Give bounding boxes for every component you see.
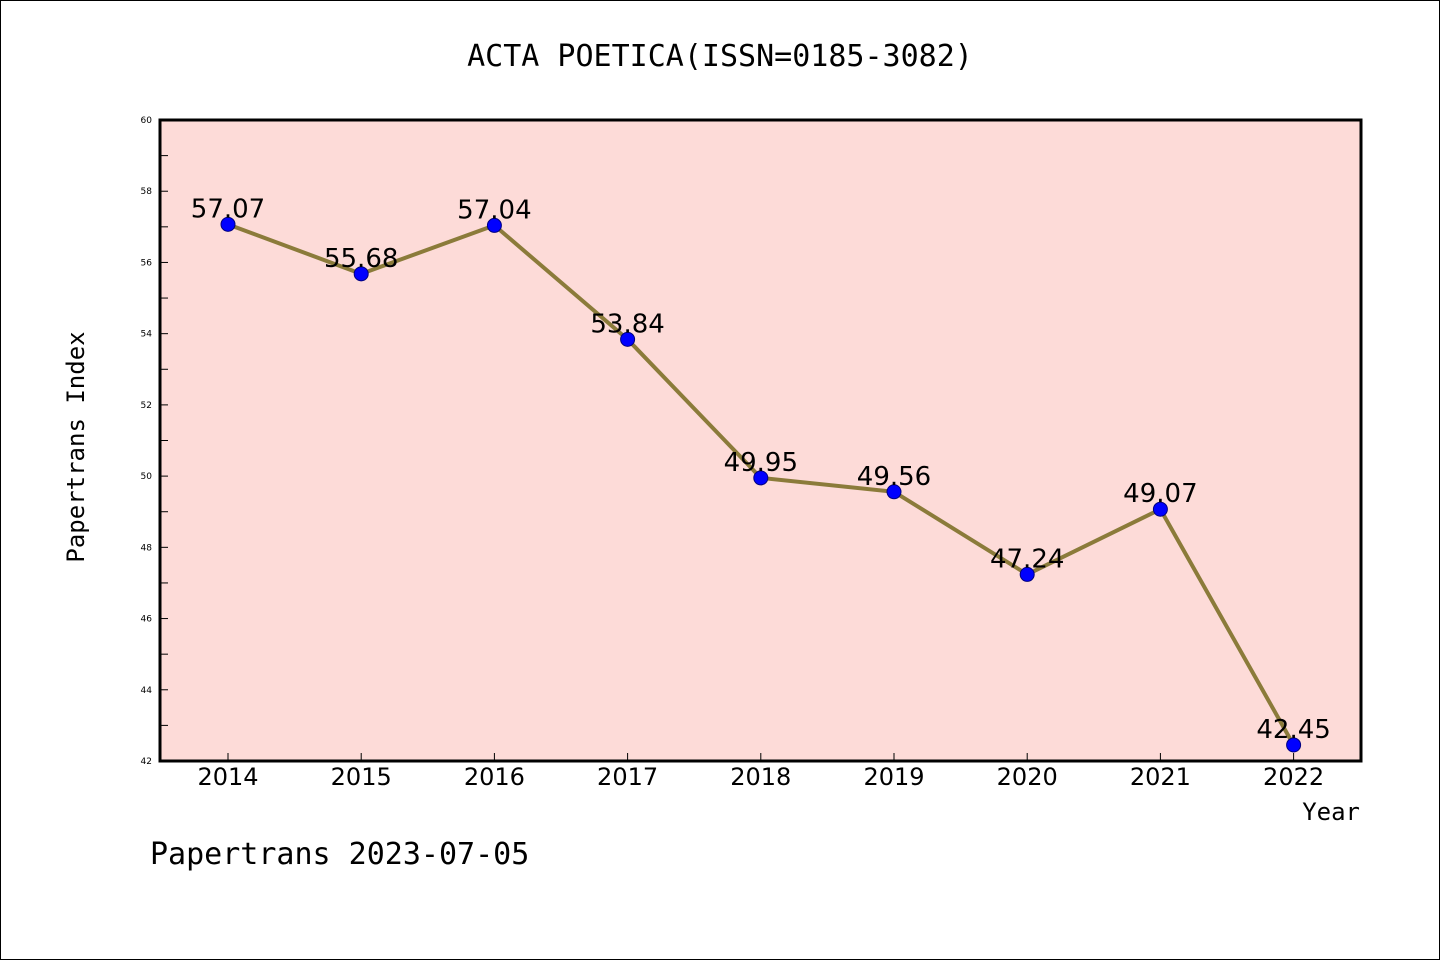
- data-labels: 57.07 55.68 57.04 53.84 49.95 49.56 47.24 49.07…: [191, 194, 1331, 745]
- data-point-label: 49.95: [724, 448, 798, 478]
- data-point-marker: [1286, 737, 1302, 753]
- data-point-marker: [353, 266, 369, 282]
- y-axis-label: Papertrans Index: [62, 331, 90, 562]
- data-point-marker: [220, 216, 236, 232]
- data-point-label: 47.24: [990, 544, 1064, 574]
- data-point-label: 42.45: [1256, 715, 1330, 745]
- data-point-label: 57.07: [191, 194, 265, 224]
- data-point-label: 49.56: [857, 462, 931, 492]
- plot-area: [160, 120, 1361, 761]
- data-point-marker: [620, 331, 636, 347]
- y-tick-label: 48: [141, 543, 153, 553]
- y-tick-label: 42: [141, 757, 152, 767]
- x-tick-label: 2021: [1130, 763, 1191, 791]
- x-tick-label: 2016: [464, 763, 525, 791]
- data-point-marker: [886, 484, 902, 500]
- x-tick-label: 2018: [730, 763, 791, 791]
- plot-frame: [158, 118, 1363, 763]
- data-point-marker: [486, 217, 502, 233]
- y-tick-label: 44: [141, 686, 153, 696]
- chart-title: ACTA POETICA(ISSN=0185-3082): [467, 39, 973, 74]
- data-point-label: 49.07: [1123, 479, 1197, 509]
- footer-date-stamp: Papertrans 2023-07-05: [150, 837, 529, 872]
- data-point-marker: [1019, 566, 1035, 582]
- data-point-label: 55.68: [324, 244, 398, 274]
- y-tick-label: 56: [141, 258, 153, 268]
- x-tick-label: 2017: [597, 763, 658, 791]
- data-markers: [220, 216, 1302, 753]
- x-tick-label: 2020: [997, 763, 1058, 791]
- data-point-label: 57.04: [457, 195, 531, 225]
- x-tick-label: 2019: [863, 763, 924, 791]
- y-axis-ticks: 42 44 46 48 50 52 54 56 58 60: [141, 116, 168, 767]
- x-tick-label: 2015: [331, 763, 392, 791]
- x-tick-label: 2022: [1263, 763, 1324, 791]
- x-axis-label: Year: [1302, 798, 1360, 826]
- data-point-marker: [753, 470, 769, 486]
- data-point-label: 53.84: [590, 309, 664, 339]
- y-tick-label: 46: [141, 615, 153, 625]
- data-point-marker: [1152, 501, 1168, 517]
- y-tick-label: 54: [141, 330, 153, 340]
- x-axis-ticks: 2014 2015 2016 2017 2018 2019 2020 2021 2022: [197, 753, 1324, 791]
- x-tick-label: 2014: [197, 763, 258, 791]
- y-tick-label: 60: [141, 116, 153, 126]
- y-tick-label: 52: [141, 401, 152, 411]
- y-tick-label: 58: [141, 187, 153, 197]
- y-tick-label: 50: [141, 472, 153, 482]
